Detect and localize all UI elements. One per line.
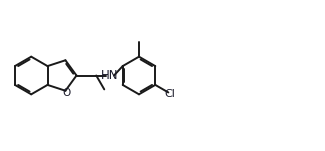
Text: Cl: Cl	[164, 89, 175, 99]
Text: O: O	[62, 88, 70, 98]
Text: HN: HN	[101, 69, 119, 82]
